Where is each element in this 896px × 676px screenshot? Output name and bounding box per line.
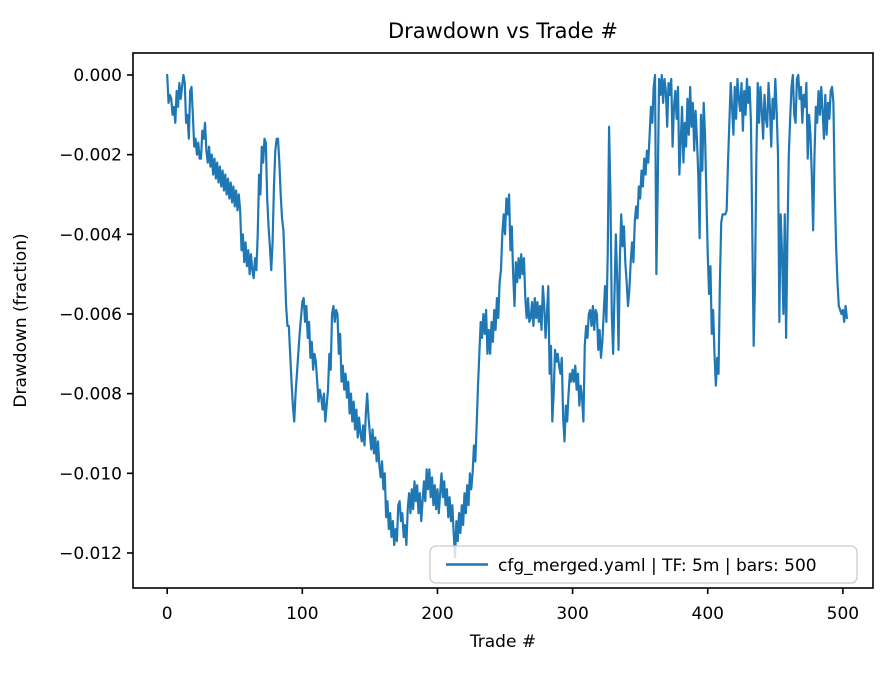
legend: cfg_merged.yaml | TF: 5m | bars: 500	[429, 545, 858, 584]
y-axis-label: Drawdown (fraction)	[11, 233, 31, 407]
plot-area	[133, 53, 873, 588]
y-tick-label: −0.012	[59, 544, 122, 564]
y-tick-label: −0.002	[59, 146, 122, 166]
y-tick-label: −0.008	[59, 385, 122, 405]
legend-label: cfg_merged.yaml | TF: 5m | bars: 500	[498, 556, 817, 576]
axes-spines	[132, 52, 874, 589]
y-tick-label: 0.000	[73, 66, 122, 86]
x-tick-label: 500	[827, 604, 859, 624]
chart-title: Drawdown vs Trade #	[388, 19, 618, 43]
x-tick-label: 300	[556, 604, 588, 624]
x-tick-label: 200	[421, 604, 453, 624]
y-tick-label: −0.010	[59, 464, 122, 484]
x-tick-label: 100	[286, 604, 318, 624]
drawdown-line	[166, 73, 849, 559]
y-axis-ticks: 0.000 −0.002 −0.004 −0.006 −0.008 −0.010 −0.01…	[59, 66, 133, 564]
x-tick-label: 0	[162, 604, 173, 624]
y-tick-label: −0.004	[59, 225, 122, 245]
legend-box	[429, 545, 858, 584]
x-tick-label: 400	[692, 604, 724, 624]
x-axis-ticks: 0 100 200 300 400 500	[162, 588, 859, 624]
x-axis-label: Trade #	[469, 632, 536, 652]
y-tick-label: −0.006	[59, 305, 122, 325]
